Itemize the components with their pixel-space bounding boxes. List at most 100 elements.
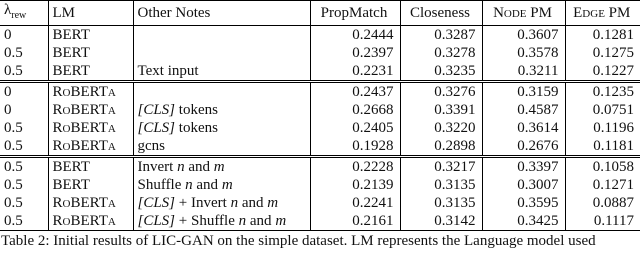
table-cell: 0.3614 — [481, 119, 565, 137]
table-row: 0.5 RoBERTa [CLS] + Invert n and m 0.2241 0.… — [0, 194, 640, 212]
table-cell: 0.0751 — [564, 101, 640, 119]
table-cell: RoBERTa — [47, 212, 133, 231]
table-cell: 0.2241 — [309, 194, 400, 212]
table-row: 0.5 RoBERTa [CLS] + Shuffle n and m 0.2161 0… — [0, 212, 640, 231]
table-cell: 0.1227 — [564, 62, 640, 82]
table-cell: Invert n and m — [132, 155, 310, 176]
table-cell: 0.2676 — [481, 137, 565, 157]
table-cell: [CLS] tokens — [132, 101, 310, 119]
table-row: 0.5 RoBERTa [CLS] tokens 0.2405 0.3220 0.3614… — [0, 119, 640, 137]
table-cell: 0.5 — [4, 45, 23, 61]
table-cell: 0 — [4, 102, 12, 118]
table-cell — [132, 25, 310, 44]
table-cell: 0.3595 — [481, 194, 565, 212]
table-cell: gcns — [132, 137, 310, 157]
table-cell: 0.5 — [4, 63, 23, 79]
table-cell: 0 — [4, 27, 12, 43]
header-cell: Node PM — [481, 0, 565, 26]
table-cell: BERT — [47, 176, 133, 194]
table-cell: 0.1181 — [564, 137, 640, 157]
table-cell: 0.5 — [0, 155, 48, 176]
table-cell: 0.3211 — [481, 62, 565, 82]
table-cell: [CLS] + Invert n and m — [132, 194, 310, 212]
table-cell: RoBERTa — [47, 80, 133, 101]
table-cell — [132, 80, 310, 101]
subscript: rew — [11, 10, 27, 21]
table-cell: 0.3220 — [399, 119, 482, 137]
header-cell: λrew — [0, 0, 48, 26]
table-cell — [132, 44, 310, 62]
table-row: 0 BERT 0.2444 0.3287 0.3607 0.1281 — [0, 25, 640, 44]
table-cell: 0 — [0, 80, 48, 101]
table-cell: 0.3159 — [481, 80, 565, 101]
table-cell: RoBERTa — [47, 194, 133, 212]
table-cell: 0.2444 — [309, 25, 400, 44]
table-cell: 0.3287 — [399, 25, 482, 44]
table-cell: 0.3135 — [399, 176, 482, 194]
table-cell: 0.3391 — [399, 101, 482, 119]
table-row: 0.5 BERT Invert n and m 0.2228 0.3217 0.3397 0… — [0, 155, 640, 176]
table-cell: 0.5 — [4, 195, 23, 211]
table-cell: 0.5 — [4, 177, 23, 193]
table-cell: RoBERTa — [47, 101, 133, 119]
table-cell: 0.3142 — [399, 212, 482, 231]
table-cell: RoBERTa — [47, 137, 133, 157]
table-cell: 0.3007 — [481, 176, 565, 194]
table-cell: Text input — [132, 62, 310, 82]
header-cell: PropMatch — [309, 0, 400, 26]
table-cell: 0.3217 — [399, 155, 482, 176]
table-cell: 0.5 — [0, 212, 48, 231]
table-cell: 0.1235 — [564, 80, 640, 101]
caption: Table 2: Initial results of LIC-GAN on t… — [1, 233, 596, 249]
table-cell: 0.2161 — [309, 212, 400, 231]
table-row: 0.5 RoBERTa gcns 0.1928 0.2898 0.2676 0.1181 — [0, 137, 640, 157]
table-cell: 0.1928 — [309, 137, 400, 157]
table-cell: 0.3278 — [399, 44, 482, 62]
table-row: 0.5 BERT Shuffle n and m 0.2139 0.3135 0.3007… — [0, 176, 640, 194]
table-cell: RoBERTa — [47, 119, 133, 137]
table-cell: 0.3276 — [399, 80, 482, 101]
header-cell: Closeness — [399, 0, 482, 26]
table-row: 0.5 BERT 0.2397 0.3278 0.3578 0.1275 — [0, 44, 640, 62]
table-cell: 0.1275 — [564, 44, 640, 62]
table-cell: 0.3607 — [481, 25, 565, 44]
results-table: λrew LM Other Notes PropMatch Closeness Node … — [0, 0, 640, 231]
table-cell: 0.2437 — [309, 80, 400, 101]
table-cell: 0.5 — [4, 138, 23, 154]
table-cell: 0.2397 — [309, 44, 400, 62]
table-cell: BERT — [47, 155, 133, 176]
header-cell: LM — [47, 0, 133, 26]
table-cell: 0.3578 — [481, 44, 565, 62]
table-cell: BERT — [47, 62, 133, 82]
table-cell: [CLS] tokens — [132, 119, 310, 137]
header-row: λrew LM Other Notes PropMatch Closeness Node … — [0, 0, 640, 26]
table-cell: 0.2231 — [309, 62, 400, 82]
table-cell: 0.2668 — [309, 101, 400, 119]
table-cell: 0.3397 — [481, 155, 565, 176]
table-cell: [CLS] + Shuffle n and m — [132, 212, 310, 231]
table-cell: 0.1058 — [564, 155, 640, 176]
table-cell: 0.2898 — [399, 137, 482, 157]
table-cell: BERT — [47, 44, 133, 62]
table-cell: 0.2139 — [309, 176, 400, 194]
table-cell: 0.0887 — [564, 194, 640, 212]
table-row: 0 RoBERTa 0.2437 0.3276 0.3159 0.1235 — [0, 80, 640, 101]
symbol: λ — [4, 2, 12, 18]
table-cell: 0.3425 — [481, 212, 565, 231]
header-cell: Other Notes — [132, 0, 310, 26]
table-cell: 0.2228 — [309, 155, 400, 176]
table-cell: 0.4587 — [481, 101, 565, 119]
table-cell: BERT — [47, 25, 133, 44]
table-row: 0.5 BERT Text input 0.2231 0.3235 0.3211 0.122… — [0, 62, 640, 82]
table-row: 0 RoBERTa [CLS] tokens 0.2668 0.3391 0.4587 0.… — [0, 101, 640, 119]
table-cell: 0.1271 — [564, 176, 640, 194]
table-cell: 0.3235 — [399, 62, 482, 82]
table-cell: Shuffle n and m — [132, 176, 310, 194]
table-cell: 0.3135 — [399, 194, 482, 212]
table-cell: 0.1196 — [564, 119, 640, 137]
table-cell: 0.2405 — [309, 119, 400, 137]
table-cell: 0.5 — [4, 120, 23, 136]
header-cell: Edge PM — [564, 0, 640, 26]
table-cell: 0.1117 — [564, 212, 640, 231]
